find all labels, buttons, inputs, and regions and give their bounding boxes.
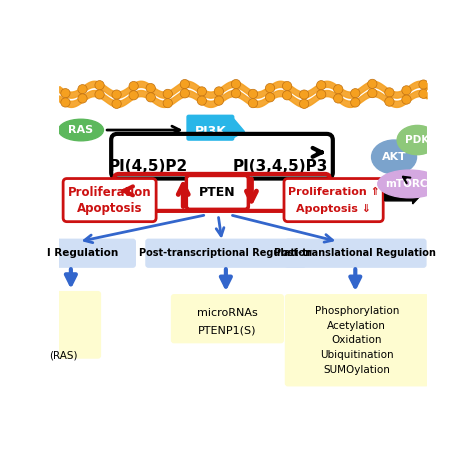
Circle shape — [300, 99, 309, 109]
Text: PTEN: PTEN — [199, 186, 236, 199]
FancyBboxPatch shape — [285, 294, 429, 386]
Circle shape — [197, 96, 207, 105]
FancyBboxPatch shape — [186, 175, 248, 210]
Circle shape — [180, 89, 190, 98]
FancyBboxPatch shape — [171, 294, 284, 343]
Circle shape — [112, 99, 121, 109]
Circle shape — [317, 81, 326, 90]
Text: RAS: RAS — [68, 125, 93, 135]
Circle shape — [283, 91, 292, 100]
Circle shape — [351, 98, 360, 107]
Circle shape — [419, 89, 428, 99]
Text: PI(3,4,5)P3: PI(3,4,5)P3 — [232, 159, 328, 173]
Circle shape — [197, 87, 207, 96]
FancyBboxPatch shape — [9, 291, 101, 359]
Circle shape — [283, 82, 292, 91]
Circle shape — [385, 88, 394, 97]
Text: PDK: PDK — [405, 135, 429, 145]
Circle shape — [95, 81, 104, 90]
Text: PI3K: PI3K — [194, 125, 226, 138]
Circle shape — [180, 80, 190, 89]
Text: Acetylation: Acetylation — [328, 320, 386, 330]
Circle shape — [419, 80, 428, 89]
Circle shape — [265, 83, 275, 93]
Polygon shape — [232, 117, 245, 138]
FancyBboxPatch shape — [63, 179, 156, 222]
FancyBboxPatch shape — [285, 238, 427, 268]
Circle shape — [78, 84, 87, 94]
Text: Apoptosis: Apoptosis — [77, 202, 142, 215]
Circle shape — [163, 99, 173, 108]
FancyBboxPatch shape — [9, 238, 136, 268]
Circle shape — [129, 91, 138, 100]
Circle shape — [300, 90, 309, 99]
Text: Post-transcriptional Regulation: Post-transcriptional Regulation — [139, 248, 312, 258]
Circle shape — [368, 79, 377, 89]
Circle shape — [402, 86, 411, 95]
Text: Oxidation: Oxidation — [332, 335, 382, 345]
Circle shape — [231, 89, 241, 98]
Circle shape — [368, 89, 377, 98]
FancyBboxPatch shape — [284, 179, 383, 222]
Circle shape — [146, 83, 155, 93]
Circle shape — [385, 97, 394, 106]
Ellipse shape — [372, 140, 417, 174]
Circle shape — [163, 89, 173, 99]
Circle shape — [402, 95, 411, 104]
Circle shape — [265, 93, 275, 102]
Text: Proliferation ⇑: Proliferation ⇑ — [288, 187, 380, 197]
FancyArrow shape — [385, 181, 423, 204]
Circle shape — [78, 94, 87, 103]
Circle shape — [231, 80, 241, 89]
Text: microRNAs: microRNAs — [197, 308, 258, 318]
Text: PTENP1(S): PTENP1(S) — [198, 325, 257, 335]
Text: (RAS): (RAS) — [49, 351, 77, 361]
Text: Ubiquitination: Ubiquitination — [320, 350, 394, 360]
Ellipse shape — [58, 119, 103, 141]
Text: AKT: AKT — [382, 152, 407, 162]
Text: l Regulation: l Regulation — [47, 248, 118, 258]
Text: Proliferation: Proliferation — [68, 186, 151, 199]
Circle shape — [248, 89, 258, 99]
Circle shape — [351, 89, 360, 98]
Circle shape — [95, 90, 104, 99]
Circle shape — [248, 99, 258, 108]
Circle shape — [214, 87, 224, 96]
Circle shape — [112, 90, 121, 99]
Text: PI(4,5)P2: PI(4,5)P2 — [109, 159, 188, 173]
Text: SUMOylation: SUMOylation — [323, 365, 390, 374]
Circle shape — [146, 93, 155, 102]
Circle shape — [334, 84, 343, 94]
FancyBboxPatch shape — [145, 238, 307, 268]
Circle shape — [214, 96, 224, 105]
Circle shape — [61, 89, 70, 98]
Text: Apoptosis ⇓: Apoptosis ⇓ — [296, 203, 371, 214]
Text: mTORC2: mTORC2 — [385, 179, 435, 189]
Text: Phosphorylation: Phosphorylation — [315, 306, 399, 316]
Circle shape — [129, 82, 138, 91]
Circle shape — [61, 98, 70, 107]
Circle shape — [334, 94, 343, 103]
Ellipse shape — [378, 170, 441, 198]
Circle shape — [317, 90, 326, 99]
FancyBboxPatch shape — [186, 115, 235, 141]
Ellipse shape — [397, 126, 438, 155]
Text: Post-translational Regulation: Post-translational Regulation — [274, 248, 436, 258]
